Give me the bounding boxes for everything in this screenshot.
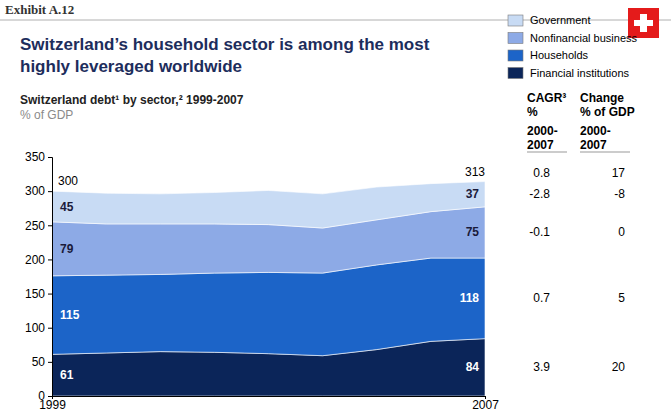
y-tick-label: 200 [25,253,45,267]
side-table: CAGR³% 2000-2007 0.8 3.9 0.7 -0.1 -2.8 Change% … [527,91,635,374]
y-tick-mark [48,396,52,397]
column-rule [580,152,630,153]
y-tick-mark [48,362,52,363]
legend: Government Nonfinancial business Household… [508,14,638,79]
table-value: 20 [612,360,626,374]
column-period: 2000-2007 [527,124,558,152]
y-tick-mark [48,294,52,295]
legend-label: Financial institutions [530,67,630,79]
x-axis-line [53,397,486,400]
y-tick-mark [48,225,52,226]
y-tick-label: 50 [32,355,46,369]
y-tick-mark [48,328,52,329]
y-tick-mark [48,157,52,158]
table-value: 17 [612,166,626,180]
y-tick-label: 100 [25,321,45,335]
legend-swatch [508,33,523,44]
legend-label: Government [530,14,591,26]
table-value: 3.9 [533,360,550,374]
table-value: -2.8 [529,187,550,201]
data-label: 61 [60,368,74,382]
data-label: 84 [466,360,480,374]
table-value: 0.7 [533,291,550,305]
subtitle: Switzerland debt¹ by sector,² 1999-2007 [20,93,244,107]
y-tick-mark [48,191,52,192]
title: Switzerland’s household sector is among … [20,35,434,76]
y-tick: 350 [25,150,52,164]
y-axis-title: % of GDP [20,108,73,122]
y-tick: 250 [25,219,52,233]
y-axis-line [48,158,53,397]
y-tick: 50 [32,355,52,369]
table-value: -8 [614,187,625,201]
y-tick: 300 [25,184,52,198]
y-tick-mark [48,259,52,260]
y-axis: 050100150200250300350 [25,150,53,403]
data-labels: 61 84 115 118 79 75 45 37 [60,187,479,382]
y-tick-label: 250 [25,219,45,233]
chart: Exhibit A.12 Switzerland’s household sect… [0,0,671,417]
column-unit: % of GDP [580,105,635,119]
column-unit: % [527,105,538,119]
data-label: 37 [466,187,480,201]
x-tick: 1999 [39,396,66,412]
data-label: 45 [60,200,74,214]
exhibit-label: Exhibit A.12 [5,2,74,17]
y-tick: 150 [25,287,52,301]
flag-cross [634,20,653,26]
data-label: 118 [460,291,480,305]
column-title: CAGR³ [527,91,566,105]
total-label: 300 [58,174,78,188]
data-label: 79 [60,242,74,256]
table-value: -0.1 [529,225,550,239]
legend-swatch [508,68,523,79]
x-tick-label: 1999 [39,398,66,412]
area [52,182,485,228]
data-label: 75 [466,225,480,239]
x-axis: 1999 2007 [39,396,499,412]
legend-label: Nonfinancial business [530,32,638,44]
x-tick-label: 2007 [472,398,499,412]
table-value: 5 [618,291,625,305]
legend-label: Households [530,49,589,61]
table-value: 0 [618,225,625,239]
column-rule [527,152,567,153]
y-tick-label: 300 [25,184,45,198]
column-title: Change [580,91,624,105]
y-tick: 200 [25,253,52,267]
plot-area [52,182,485,396]
x-tick: 2007 [472,396,499,412]
table-value: 0.8 [533,166,550,180]
y-tick-label: 150 [25,287,45,301]
y-tick-label: 350 [25,150,45,164]
legend-swatch [508,50,523,61]
total-label: 313 [465,165,485,179]
y-tick: 100 [25,321,52,335]
column-period: 2000-2007 [580,124,611,152]
legend-swatch [508,15,523,26]
data-label: 115 [60,308,80,322]
